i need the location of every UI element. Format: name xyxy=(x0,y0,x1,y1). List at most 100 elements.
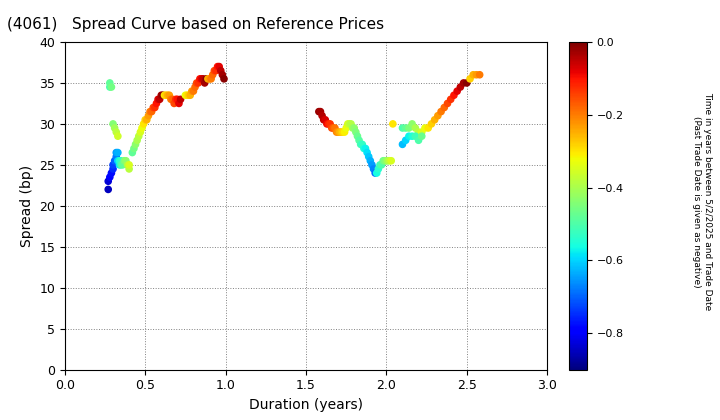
Point xyxy=(133,133,145,139)
Point xyxy=(146,108,158,115)
Point xyxy=(445,96,456,102)
Point xyxy=(397,125,408,131)
Point xyxy=(363,153,374,160)
Point xyxy=(156,92,167,99)
Point xyxy=(153,96,164,102)
Point xyxy=(361,149,373,156)
Point xyxy=(212,63,223,70)
Point xyxy=(123,165,135,172)
Point xyxy=(107,165,119,172)
Point xyxy=(106,84,117,90)
Point xyxy=(403,133,415,139)
Point xyxy=(339,129,351,135)
Point xyxy=(215,67,227,74)
Point xyxy=(209,67,220,74)
Point xyxy=(419,125,431,131)
Point xyxy=(109,158,120,164)
Point xyxy=(123,161,135,168)
Point xyxy=(186,88,197,94)
Point xyxy=(107,161,119,168)
Point xyxy=(326,125,338,131)
Point xyxy=(330,129,342,135)
Text: Time in years between 5/2/2025 and Trade Date
(Past Trade Date is given as negat: Time in years between 5/2/2025 and Trade… xyxy=(693,92,711,311)
Point xyxy=(102,186,114,193)
Point xyxy=(204,76,215,82)
Point xyxy=(183,92,194,99)
Point xyxy=(400,125,411,131)
Point xyxy=(165,96,176,102)
Point xyxy=(213,63,225,70)
Point xyxy=(368,165,379,172)
Point xyxy=(342,121,354,127)
Point xyxy=(192,79,204,86)
Point xyxy=(140,116,151,123)
Point xyxy=(158,92,170,99)
Point xyxy=(175,96,186,102)
Point xyxy=(132,137,143,144)
Point xyxy=(454,84,466,90)
Point xyxy=(157,92,168,99)
Point xyxy=(218,76,230,82)
Point xyxy=(180,92,192,99)
Point xyxy=(410,125,421,131)
Point xyxy=(406,121,418,127)
Point xyxy=(416,129,428,135)
Text: (4061)   Spread Curve based on Reference Prices: (4061) Spread Curve based on Reference P… xyxy=(7,17,384,32)
Point xyxy=(199,79,210,86)
Point xyxy=(120,158,132,164)
Point xyxy=(201,76,212,82)
Point xyxy=(397,141,408,148)
Point xyxy=(379,158,390,164)
Point xyxy=(371,170,382,176)
Point xyxy=(127,149,138,156)
Point xyxy=(197,76,209,82)
Point xyxy=(110,153,122,160)
Point xyxy=(104,84,116,90)
Point xyxy=(168,100,180,107)
Point xyxy=(333,129,344,135)
Point xyxy=(377,158,389,164)
Point xyxy=(136,125,148,131)
Point xyxy=(436,108,447,115)
Point xyxy=(149,104,161,111)
Point xyxy=(148,104,159,111)
Point xyxy=(194,76,206,82)
Y-axis label: Spread (bp): Spread (bp) xyxy=(19,165,34,247)
Point xyxy=(202,76,214,82)
Point xyxy=(356,141,368,148)
Point xyxy=(181,92,193,99)
Point xyxy=(143,112,154,119)
Point xyxy=(320,116,331,123)
Point xyxy=(400,137,411,144)
Point xyxy=(207,71,218,78)
Point xyxy=(474,71,485,78)
Point xyxy=(458,79,469,86)
Point xyxy=(135,129,146,135)
Point xyxy=(373,165,384,172)
Point xyxy=(117,161,128,168)
Point xyxy=(381,158,392,164)
Point xyxy=(119,158,130,164)
Point xyxy=(104,174,116,181)
Point xyxy=(107,121,119,127)
Point xyxy=(144,108,156,115)
Point xyxy=(348,125,360,131)
Point xyxy=(416,133,428,139)
Point xyxy=(114,158,125,164)
Point xyxy=(366,161,378,168)
Point xyxy=(171,96,183,102)
Point xyxy=(106,170,117,176)
Point xyxy=(318,116,330,123)
Point xyxy=(413,137,424,144)
Point xyxy=(163,92,175,99)
Point xyxy=(115,158,127,164)
Point xyxy=(324,121,336,127)
Point xyxy=(343,121,355,127)
Point xyxy=(114,161,125,168)
Point xyxy=(210,67,222,74)
Point xyxy=(109,125,120,131)
Point xyxy=(426,121,437,127)
Point xyxy=(351,133,363,139)
Point xyxy=(154,96,166,102)
Point xyxy=(191,79,202,86)
